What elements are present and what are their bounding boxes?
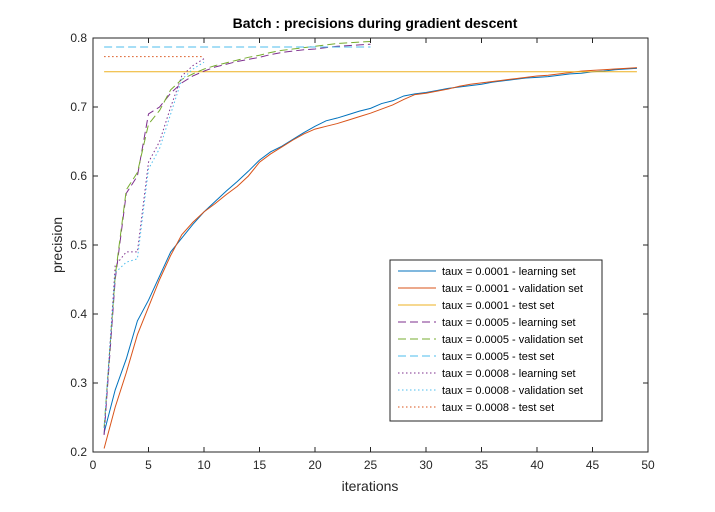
legend-label-7: taux = 0.0008 - learning set bbox=[442, 368, 576, 380]
x-tick-label: 40 bbox=[530, 458, 544, 472]
chart-title: Batch : precisions during gradient desce… bbox=[233, 15, 518, 31]
x-tick-label: 45 bbox=[586, 458, 600, 472]
x-tick-label: 25 bbox=[364, 458, 378, 472]
y-tick-label: 0.2 bbox=[70, 445, 87, 459]
y-tick-label: 0.5 bbox=[70, 238, 87, 252]
x-tick-label: 30 bbox=[419, 458, 433, 472]
series-line-7 bbox=[103, 58, 205, 435]
y-tick-label: 0.6 bbox=[70, 169, 87, 183]
axis-layer: 0 5 10 15 20 25 30 35 40 45 50 0.2 0.3 0.4 0.5 0.6 0.7 0.… bbox=[70, 31, 655, 472]
legend-label-1: taux = 0.0001 - learning set bbox=[442, 266, 576, 278]
y-tick-label: 0.3 bbox=[70, 376, 87, 390]
y-tick-label: 0.4 bbox=[70, 307, 87, 321]
legend-label-3: taux = 0.0001 - test set bbox=[442, 300, 554, 312]
x-tick-label: 5 bbox=[145, 458, 152, 472]
series-line-5 bbox=[103, 40, 371, 428]
x-tick-label: 20 bbox=[308, 458, 322, 472]
legend: taux = 0.0001 - learning set taux = 0.000… bbox=[389, 259, 603, 422]
series-layer bbox=[103, 40, 637, 449]
legend-box bbox=[389, 259, 603, 422]
legend-label-6: taux = 0.0005 - test set bbox=[442, 351, 554, 363]
x-axis-label: iterations bbox=[342, 478, 399, 494]
x-tick-label: 10 bbox=[197, 458, 211, 472]
series-line-2 bbox=[103, 67, 637, 449]
y-tick-label: 0.7 bbox=[70, 100, 87, 114]
x-tick-label: 0 bbox=[90, 458, 97, 472]
x-tick-label: 35 bbox=[475, 458, 489, 472]
y-tick-label: 0.8 bbox=[70, 31, 87, 45]
legend-label-9: taux = 0.0008 - test set bbox=[442, 402, 554, 414]
legend-label-5: taux = 0.0005 - validation set bbox=[442, 334, 583, 346]
legend-label-4: taux = 0.0005 - learning set bbox=[442, 317, 576, 329]
series-line-8 bbox=[103, 61, 205, 428]
legend-label-8: taux = 0.0008 - validation set bbox=[442, 385, 583, 397]
x-tick-label: 50 bbox=[641, 458, 655, 472]
series-line-4 bbox=[103, 43, 371, 435]
series-line-1 bbox=[103, 67, 637, 433]
x-tick-label: 15 bbox=[253, 458, 267, 472]
legend-label-2: taux = 0.0001 - validation set bbox=[442, 283, 583, 295]
y-axis-label: precision bbox=[49, 217, 65, 273]
